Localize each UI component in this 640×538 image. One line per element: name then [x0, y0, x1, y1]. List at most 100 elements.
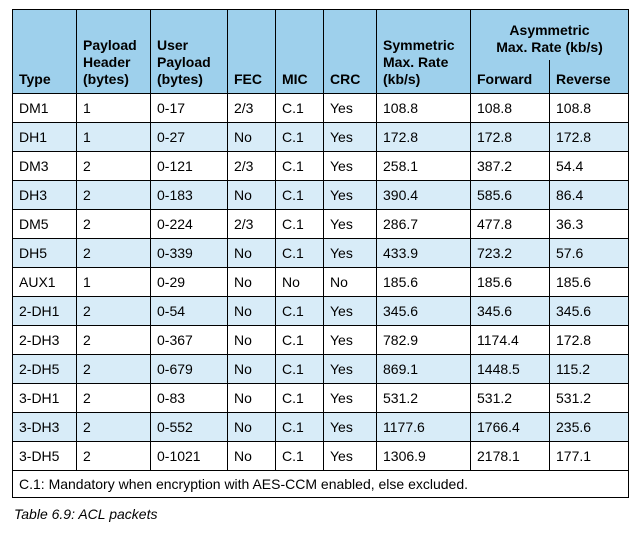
header-mic: MIC — [275, 9, 324, 94]
cell-fec: No — [227, 296, 276, 326]
cell-type: DH3 — [12, 180, 77, 210]
cell-fec: No — [227, 412, 276, 442]
cell-type: 2-DH1 — [12, 296, 77, 326]
cell-symmetric: 390.4 — [376, 180, 471, 210]
cell-symmetric: 782.9 — [376, 325, 471, 355]
cell-user-payload: 0-679 — [150, 354, 228, 384]
table-row: DH5 2 0-339 No C.1 Yes 433.9 723.2 57.6 — [12, 238, 629, 268]
cell-reverse: 57.6 — [549, 238, 629, 268]
cell-symmetric: 286.7 — [376, 209, 471, 239]
cell-reverse: 531.2 — [549, 383, 629, 413]
cell-payload-header: 2 — [76, 180, 151, 210]
cell-crc: Yes — [323, 93, 377, 123]
cell-reverse: 108.8 — [549, 93, 629, 123]
table-row: 2-DH5 2 0-679 No C.1 Yes 869.1 1448.5 115.2 — [12, 354, 629, 384]
cell-mic: C.1 — [275, 325, 324, 355]
cell-reverse: 172.8 — [549, 325, 629, 355]
cell-payload-header: 2 — [76, 151, 151, 181]
cell-forward: 1174.4 — [470, 325, 550, 355]
cell-type: DH1 — [12, 122, 77, 152]
table-row: 2-DH3 2 0-367 No C.1 Yes 782.9 1174.4 172.8 — [12, 325, 629, 355]
cell-forward: 1448.5 — [470, 354, 550, 384]
cell-forward: 723.2 — [470, 238, 550, 268]
cell-fec: No — [227, 180, 276, 210]
cell-type: DM3 — [12, 151, 77, 181]
cell-user-payload: 0-339 — [150, 238, 228, 268]
cell-user-payload: 0-121 — [150, 151, 228, 181]
header-asymmetric-rate: Asymmetric Max. Rate (kb/s) — [470, 9, 629, 61]
header-reverse: Reverse — [549, 60, 629, 94]
cell-forward: 172.8 — [470, 122, 550, 152]
header-crc: CRC — [323, 9, 377, 94]
cell-user-payload: 0-83 — [150, 383, 228, 413]
table-row: DH3 2 0-183 No C.1 Yes 390.4 585.6 86.4 — [12, 180, 629, 210]
table-body: DM1 1 0-17 2/3 C.1 Yes 108.8 108.8 108.8 DH1 1 0-27… — [12, 93, 629, 471]
cell-fec: No — [227, 267, 276, 297]
cell-reverse: 86.4 — [549, 180, 629, 210]
cell-forward: 531.2 — [470, 383, 550, 413]
acl-table-figure: Type Payload Header (bytes) User Payload… — [12, 9, 629, 522]
cell-crc: Yes — [323, 383, 377, 413]
cell-forward: 345.6 — [470, 296, 550, 326]
cell-payload-header: 2 — [76, 383, 151, 413]
cell-payload-header: 1 — [76, 122, 151, 152]
cell-mic: C.1 — [275, 354, 324, 384]
cell-user-payload: 0-224 — [150, 209, 228, 239]
cell-payload-header: 2 — [76, 325, 151, 355]
cell-symmetric: 531.2 — [376, 383, 471, 413]
cell-payload-header: 1 — [76, 267, 151, 297]
cell-payload-header: 2 — [76, 238, 151, 268]
cell-crc: Yes — [323, 180, 377, 210]
cell-fec: No — [227, 325, 276, 355]
cell-type: DH5 — [12, 238, 77, 268]
cell-type: AUX1 — [12, 267, 77, 297]
table-row: AUX1 1 0-29 No No No 185.6 185.6 185.6 — [12, 267, 629, 297]
cell-payload-header: 2 — [76, 412, 151, 442]
cell-crc: Yes — [323, 209, 377, 239]
table-row: 3-DH1 2 0-83 No C.1 Yes 531.2 531.2 531.2 — [12, 383, 629, 413]
cell-mic: C.1 — [275, 151, 324, 181]
cell-reverse: 172.8 — [549, 122, 629, 152]
cell-reverse: 36.3 — [549, 209, 629, 239]
header-type: Type — [12, 9, 77, 94]
header-forward: Forward — [470, 60, 550, 94]
cell-symmetric: 185.6 — [376, 267, 471, 297]
cell-user-payload: 0-27 — [150, 122, 228, 152]
cell-forward: 585.6 — [470, 180, 550, 210]
cell-payload-header: 2 — [76, 209, 151, 239]
cell-payload-header: 1 — [76, 93, 151, 123]
cell-fec: 2/3 — [227, 209, 276, 239]
cell-reverse: 115.2 — [549, 354, 629, 384]
cell-crc: Yes — [323, 412, 377, 442]
cell-mic: C.1 — [275, 93, 324, 123]
cell-reverse: 345.6 — [549, 296, 629, 326]
table-row: 2-DH1 2 0-54 No C.1 Yes 345.6 345.6 345.6 — [12, 296, 629, 326]
cell-forward: 2178.1 — [470, 441, 550, 471]
cell-mic: C.1 — [275, 209, 324, 239]
cell-fec: 2/3 — [227, 93, 276, 123]
cell-mic: C.1 — [275, 122, 324, 152]
cell-crc: Yes — [323, 238, 377, 268]
cell-forward: 387.2 — [470, 151, 550, 181]
cell-mic: C.1 — [275, 441, 324, 471]
cell-symmetric: 172.8 — [376, 122, 471, 152]
cell-fec: No — [227, 441, 276, 471]
cell-user-payload: 0-54 — [150, 296, 228, 326]
table-header: Type Payload Header (bytes) User Payload… — [12, 9, 629, 94]
cell-forward: 185.6 — [470, 267, 550, 297]
table-row: DM5 2 0-224 2/3 C.1 Yes 286.7 477.8 36.3 — [12, 209, 629, 239]
header-symmetric-rate: Symmetric Max. Rate (kb/s) — [376, 9, 471, 94]
header-user-payload: User Payload (bytes) — [150, 9, 228, 94]
cell-fec: No — [227, 238, 276, 268]
cell-crc: Yes — [323, 122, 377, 152]
table-row: DH1 1 0-27 No C.1 Yes 172.8 172.8 172.8 — [12, 122, 629, 152]
cell-payload-header: 2 — [76, 354, 151, 384]
cell-type: DM5 — [12, 209, 77, 239]
cell-type: 2-DH3 — [12, 325, 77, 355]
cell-mic: C.1 — [275, 180, 324, 210]
cell-type: 2-DH5 — [12, 354, 77, 384]
cell-crc: Yes — [323, 354, 377, 384]
cell-forward: 108.8 — [470, 93, 550, 123]
table-row: DM1 1 0-17 2/3 C.1 Yes 108.8 108.8 108.8 — [12, 93, 629, 123]
cell-symmetric: 1306.9 — [376, 441, 471, 471]
